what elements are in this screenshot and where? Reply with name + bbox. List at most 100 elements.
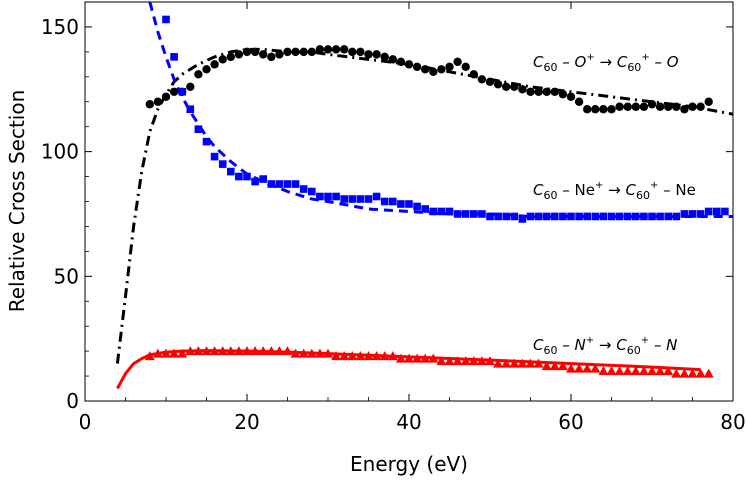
data-point-series-1 [218,160,227,168]
data-point-series-2 [428,353,439,363]
data-point-series-2 [493,358,504,368]
data-point-series-2 [266,346,277,356]
data-point-series-2 [290,348,301,358]
data-point-series-1 [583,212,591,221]
data-point-series-1 [713,207,721,216]
data-point-series-1 [397,200,405,208]
data-point-series-0 [226,52,235,62]
data-point-series-0 [591,105,600,114]
data-point-series-2 [476,356,487,366]
data-point-series-0 [607,105,616,114]
data-point-series-0 [404,60,414,69]
data-point-series-0 [388,55,397,64]
data-point-series-2 [242,346,252,356]
data-point-series-2 [185,346,196,356]
data-point-series-2 [452,356,463,366]
data-point-series-1 [283,180,292,188]
data-point-series-0 [372,50,381,59]
data-point-series-0 [307,47,316,57]
data-point-series-2 [671,368,682,378]
data-point-series-0 [550,87,559,96]
data-point-series-0 [631,102,640,111]
data-point-series-1 [461,210,470,218]
data-point-series-2 [622,366,633,376]
data-point-series-1 [575,212,583,221]
data-point-series-2 [250,346,261,356]
data-point-series-2 [323,348,333,358]
y-axis-title: Relative Cross Section [5,90,29,313]
series-label-neon: C60 – Ne+ → C60+ – Ne [533,180,696,202]
data-point-series-2 [460,356,471,366]
data-point-series-1 [235,172,243,181]
data-point-series-0 [542,87,551,96]
data-point-series-0 [502,82,511,91]
data-point-series-1 [259,175,267,183]
data-point-series-2 [233,346,244,356]
data-point-series-1 [445,207,454,216]
data-point-series-1 [389,197,397,206]
data-point-series-0 [526,87,535,96]
data-point-series-0 [639,102,649,111]
data-point-series-2 [590,363,601,373]
data-point-series-1 [494,212,502,221]
data-point-series-2 [517,358,528,368]
data-point-series-2 [412,353,423,363]
data-point-series-1 [413,202,421,211]
data-point-series-2 [152,348,163,358]
data-point-series-2 [193,346,204,356]
data-point-series-2 [161,348,171,358]
data-point-series-1 [437,207,446,216]
y-tick-label: 50 [54,264,79,288]
data-point-series-0 [153,97,163,106]
data-point-series-0 [672,102,681,111]
data-point-series-2 [509,358,520,368]
data-point-series-2 [347,351,358,361]
data-point-series-1 [348,195,357,203]
data-point-series-1 [251,177,259,186]
data-point-series-2 [557,361,568,371]
data-point-series-0 [380,52,389,62]
x-axis-title: Energy (eV) [350,452,468,476]
data-point-series-2 [169,348,180,358]
data-point-series-2 [436,356,447,366]
data-point-series-2 [485,356,495,366]
data-point-series-2 [274,346,285,356]
data-point-series-0 [186,82,195,91]
data-point-series-1 [308,187,316,196]
data-point-series-2 [525,358,536,368]
data-point-series-0 [234,50,244,59]
data-point-series-0 [599,105,608,114]
y-tick-label: 150 [41,15,79,39]
data-point-series-0 [364,50,373,59]
data-point-series-1 [518,215,527,223]
data-point-series-0 [461,62,470,72]
data-point-series-0 [250,47,260,57]
data-point-series-2 [695,368,706,378]
data-point-series-1 [551,212,559,221]
data-point-series-1 [405,200,413,208]
data-point-series-0 [259,50,268,59]
data-point-series-0 [469,70,478,79]
data-point-series-1 [656,212,664,221]
x-tick-label: 0 [79,410,92,434]
data-point-series-1 [243,172,251,181]
x-tick-label: 20 [234,410,259,434]
data-point-series-2 [679,368,690,378]
data-point-series-1 [664,212,672,221]
axis-ticks: 0 20 40 60 80 0 50 100 150 [41,2,746,434]
data-markers [144,15,729,378]
data-point-series-0 [242,47,252,57]
data-point-series-2 [387,351,398,361]
data-point-series-1 [194,125,203,133]
data-point-series-1 [356,195,365,203]
data-point-series-1 [672,212,681,221]
data-point-series-1 [364,195,373,203]
data-point-series-0 [275,50,284,59]
data-point-series-1 [299,185,308,193]
data-point-series-0 [348,47,357,57]
data-point-series-0 [267,52,276,62]
data-point-series-1 [178,87,186,96]
data-point-series-0 [169,87,179,96]
data-point-series-1 [615,212,624,221]
